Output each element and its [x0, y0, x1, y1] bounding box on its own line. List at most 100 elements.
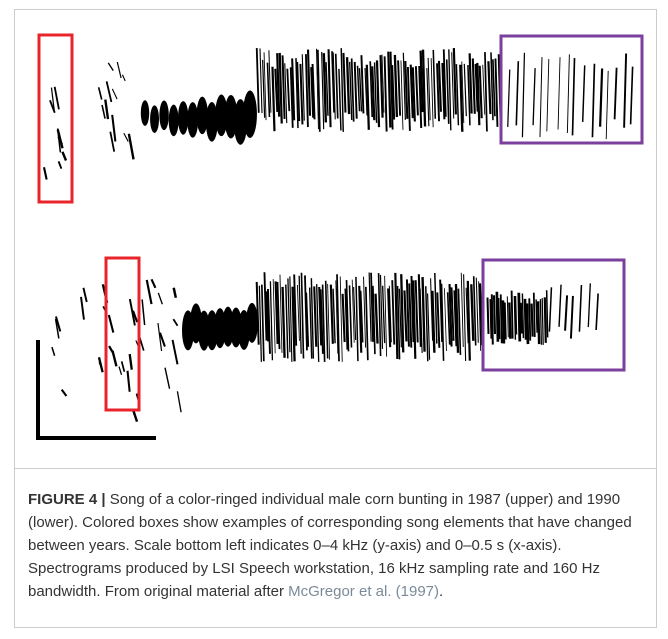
spectrogram-mark	[147, 280, 152, 304]
spectrogram-mark	[549, 287, 551, 331]
spectrogram-mark	[81, 297, 84, 320]
spectrogram-mark	[55, 87, 59, 110]
spectrogram-mark	[442, 284, 444, 361]
red-box	[39, 35, 72, 202]
spectrogram-mark	[565, 295, 567, 330]
spectrogram-mark	[385, 276, 387, 357]
spectrogram-mark	[494, 295, 495, 334]
citation-link[interactable]: McGregor et al. (1997)	[288, 583, 439, 600]
spectrogram-mark	[495, 58, 497, 126]
spectrogram-mark	[512, 291, 513, 339]
spectrogram-mark	[540, 299, 541, 345]
spectrogram-mark	[83, 288, 86, 302]
spectrogram-mark	[173, 319, 177, 326]
spectrogram-mark	[347, 57, 349, 114]
spectrogram-mark	[122, 75, 125, 81]
spectrogram-mark	[300, 64, 302, 124]
spectrogram-mark	[435, 273, 437, 344]
spectrogram-mark	[128, 371, 130, 392]
spectrogram-strokes	[44, 48, 633, 422]
spectrogram-mark	[600, 68, 602, 126]
page: FIGURE 4 | Song of a color-ringed indivi…	[0, 0, 668, 639]
spectrogram-mark	[257, 48, 259, 113]
spectrogram-mark	[109, 315, 114, 333]
spectrogram-mark	[507, 296, 508, 337]
spectrogram-mark	[286, 285, 288, 359]
spectrogram-mark	[538, 301, 539, 344]
spectrogram-mark	[483, 65, 485, 115]
spectrogram-mark	[62, 390, 67, 396]
spectrogram-mark	[287, 69, 289, 111]
spectrogram-mark	[367, 65, 369, 130]
spectrogram-mark	[44, 167, 47, 179]
spectrogram-mark	[508, 70, 510, 127]
spectrogram-mark	[498, 298, 499, 339]
spectrogram-mark	[533, 68, 535, 125]
spectrogram-mark	[326, 281, 328, 359]
spectrogram-mark	[392, 280, 394, 344]
spectrogram-mark	[461, 273, 463, 347]
spectrogram-mark	[343, 53, 345, 113]
spectrogram-mark	[433, 50, 435, 119]
spectrogram-mark	[377, 60, 379, 127]
spectrogram-mark	[187, 102, 198, 138]
spectrogram-mark	[122, 361, 125, 371]
spectrogram-mark	[527, 303, 528, 344]
spectrogram-mark	[516, 61, 518, 125]
spectrogram-mark	[454, 48, 456, 114]
spectrogram-mark	[301, 273, 303, 359]
spectrogram-mark	[473, 58, 475, 113]
spectrogram-mark	[447, 59, 449, 123]
spectrogram-mark	[355, 62, 357, 119]
spectrogram-mark	[99, 87, 102, 99]
spectrogram-mark	[464, 64, 466, 116]
spectrogram-figure	[0, 0, 668, 470]
spectrogram-mark	[559, 285, 561, 327]
spectrogram-mark	[401, 61, 403, 130]
spectrogram-mark	[509, 303, 510, 339]
spectrogram-mark	[356, 277, 358, 361]
spectrogram-mark	[579, 285, 581, 332]
spectrogram-mark	[52, 347, 55, 356]
spectrogram-mark	[173, 340, 178, 364]
spectrogram-mark	[413, 280, 415, 358]
spectrogram-mark	[423, 277, 425, 352]
spectrogram-mark	[432, 291, 434, 353]
spectrogram-mark	[471, 284, 473, 341]
spectrogram-mark	[329, 49, 331, 127]
spectrogram-mark	[573, 58, 575, 135]
spectrogram-mark	[558, 57, 560, 129]
spectrogram-mark	[59, 161, 62, 168]
spectrogram-mark	[119, 367, 122, 375]
spectrogram-mark	[515, 296, 516, 335]
spectrogram-mark	[547, 290, 548, 337]
spectrogram-mark	[314, 286, 316, 346]
spectrogram-mark	[583, 65, 585, 122]
spectrogram-mark	[485, 52, 487, 131]
spectrogram-mark	[260, 48, 262, 113]
spectrogram-mark	[536, 299, 537, 332]
spectrogram-mark	[488, 61, 490, 114]
spectrogram-mark	[174, 288, 176, 298]
spectrogram-mark	[529, 298, 530, 340]
spectrogram-mark	[283, 55, 285, 119]
spectrogram-mark	[437, 292, 439, 347]
spectrogram-mark	[331, 285, 333, 344]
spectrogram-mark	[480, 66, 482, 118]
spectrogram-mark	[376, 294, 378, 344]
spectrogram-mark	[385, 56, 387, 131]
figure-label: FIGURE 4	[28, 491, 97, 508]
spectrogram-mark	[624, 54, 626, 128]
spectrogram-mark	[262, 285, 264, 362]
spectrogram-mark	[606, 71, 608, 139]
spectrogram-mark	[542, 298, 543, 345]
caption-end: .	[439, 583, 443, 600]
spectrogram-mark	[343, 294, 345, 342]
spectrogram-mark	[109, 346, 113, 352]
spectrogram-mark	[398, 60, 400, 115]
spectrogram-mark	[243, 90, 257, 138]
spectrogram-mark	[464, 274, 466, 361]
spectrogram-mark	[350, 285, 352, 347]
spectrogram-mark	[129, 134, 134, 160]
spectrogram-mark	[124, 133, 128, 141]
